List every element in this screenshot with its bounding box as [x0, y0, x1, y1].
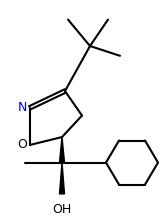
Text: O: O	[17, 138, 27, 152]
Polygon shape	[59, 163, 65, 194]
Polygon shape	[59, 137, 65, 163]
Text: OH: OH	[52, 203, 72, 216]
Text: N: N	[17, 101, 27, 114]
